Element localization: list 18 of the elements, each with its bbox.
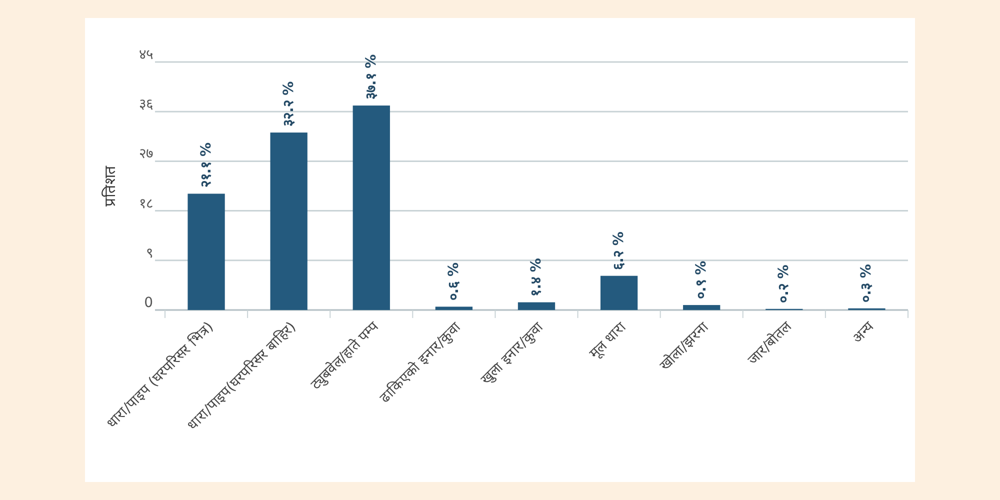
y-tick-label: ३६: [139, 96, 153, 113]
data-label: ०.२ %: [776, 264, 792, 303]
x-tick-label: मूल धारा: [586, 319, 630, 362]
y-tick-label: २७: [139, 146, 153, 162]
data-label: ३७.१ %: [363, 54, 380, 100]
data-label: ०.६ %: [446, 262, 462, 301]
data-label: ०.९ %: [694, 260, 710, 300]
data-label: ६.२ %: [611, 232, 628, 270]
y-tick-label: ४५: [139, 47, 153, 63]
y-axis-title: प्रतिशत: [101, 166, 119, 206]
y-tick-label: 0: [144, 295, 153, 311]
data-label: ३२.२ %: [280, 81, 297, 127]
y-tick-label: ९: [146, 245, 153, 262]
data-label: ०.३ %: [858, 264, 875, 302]
data-label: १.४ %: [528, 258, 544, 296]
data-label: २१.१ %: [198, 142, 214, 188]
y-tick-label: १८: [139, 196, 153, 212]
x-tick-label: अन्य: [850, 318, 878, 347]
